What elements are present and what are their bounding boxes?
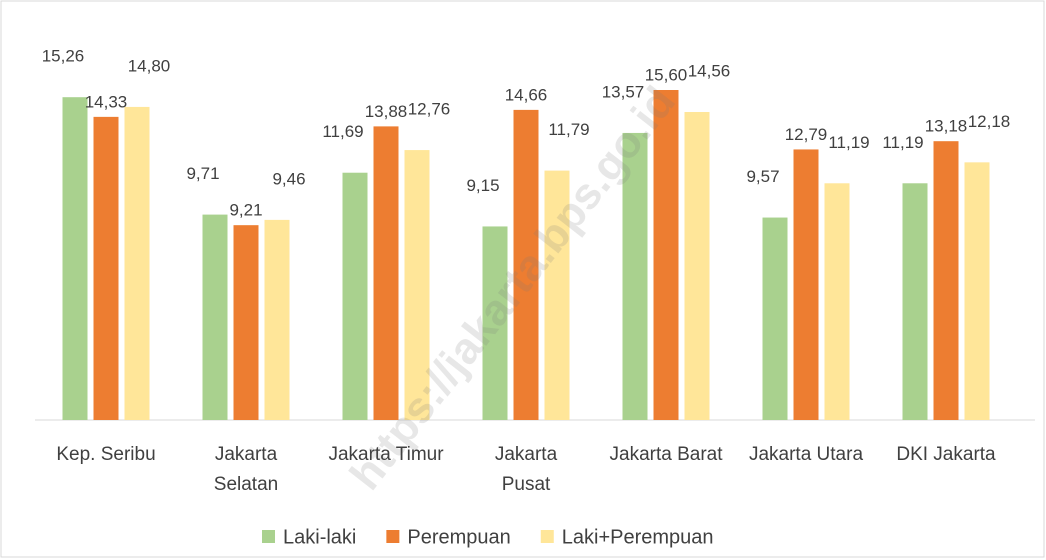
bar (93, 116, 119, 420)
data-label: 11,79 (548, 120, 589, 139)
bar (684, 112, 710, 420)
data-label: 13,57 (602, 82, 645, 101)
data-label: 11,69 (322, 122, 363, 141)
bar (404, 150, 430, 421)
bar (653, 90, 679, 420)
data-label: 9,46 (272, 169, 305, 188)
legend-swatch (262, 530, 275, 543)
bar (373, 126, 399, 420)
data-label: 12,79 (785, 125, 828, 144)
data-label: 9,21 (229, 201, 262, 220)
bar (202, 214, 228, 420)
bar (342, 172, 368, 420)
x-tick-label: Jakarta Selatan (213, 444, 279, 495)
data-label: 13,88 (365, 102, 408, 121)
bar (124, 106, 150, 420)
bar (482, 226, 508, 420)
bar (762, 217, 788, 420)
data-label: 14,33 (85, 92, 128, 111)
data-label: 15,26 (42, 47, 85, 66)
bar (622, 132, 648, 420)
bar (544, 170, 570, 420)
data-label: 12,76 (408, 100, 451, 119)
legend-label: Laki-laki (283, 526, 356, 548)
x-tick-label: Jakarta Barat (609, 444, 723, 465)
data-label: 15,60 (645, 65, 688, 84)
x-tick-label: Kep. Seribu (56, 444, 156, 465)
legend-label: Laki+Perempuan (562, 526, 714, 548)
bar (513, 109, 539, 420)
data-label: 9,15 (466, 176, 499, 195)
x-tick-label: Jakarta Timur (328, 444, 444, 465)
data-label: 13,18 (925, 117, 968, 136)
legend-label: Perempuan (407, 526, 510, 548)
x-tick-label: Jakarta Pusat (494, 444, 558, 495)
x-tick-label: DKI Jakarta (896, 444, 996, 465)
data-label: 14,66 (505, 85, 548, 104)
bar (902, 183, 928, 420)
data-label: 14,80 (128, 56, 171, 75)
data-label: 11,19 (828, 133, 869, 152)
data-label: 12,18 (968, 112, 1011, 131)
data-label: 9,71 (186, 164, 219, 183)
bar (793, 149, 819, 420)
data-label: 9,57 (746, 167, 779, 186)
bar (964, 162, 990, 420)
legend-swatch (540, 530, 554, 543)
bar (264, 219, 290, 420)
data-label: 14,56 (688, 61, 731, 80)
bar (824, 183, 850, 420)
data-label: 11,19 (882, 133, 923, 152)
bar (233, 225, 259, 420)
x-tick-label: Jakarta Utara (748, 444, 864, 465)
legend-swatch (386, 530, 400, 543)
bar (62, 97, 88, 420)
bar (933, 141, 959, 420)
